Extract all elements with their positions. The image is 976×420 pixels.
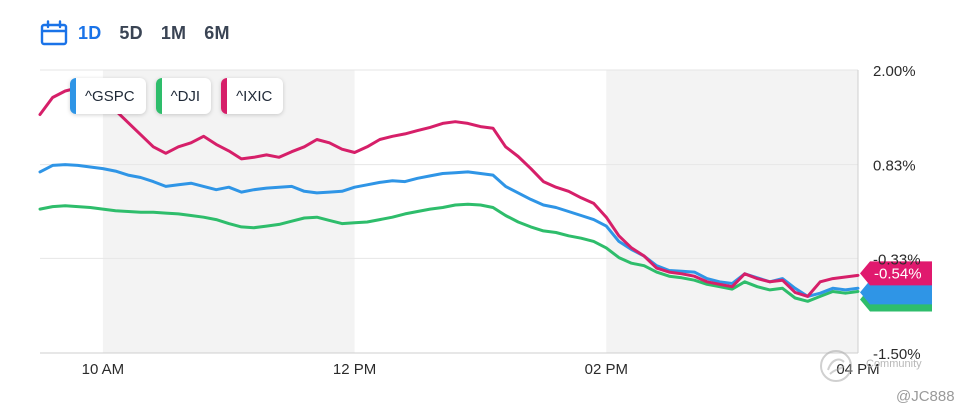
x-tick-label: 04 PM <box>836 361 879 378</box>
legend-item-ixic[interactable]: ^IXIC <box>221 78 284 114</box>
range-button-6m[interactable]: 6M <box>204 22 230 43</box>
last-value-tag-ixic <box>860 261 932 286</box>
legend-label-gspc: ^GSPC <box>85 87 135 105</box>
x-tick-label: 12 PM <box>333 361 376 378</box>
range-button-1m[interactable]: 1M <box>160 22 187 43</box>
legend-label-dji: ^DJI <box>170 87 201 105</box>
series-line-dji[interactable] <box>38 202 860 303</box>
legend-swatch-ixic <box>221 78 228 114</box>
legend-item-dji[interactable]: ^DJI <box>155 78 212 114</box>
legend-swatch-dji <box>155 78 162 114</box>
y-tick-label: 0.83% <box>873 158 916 175</box>
watermark-logo-icon <box>820 350 852 382</box>
calendar-icon[interactable] <box>40 20 68 46</box>
legend-item-gspc[interactable]: ^GSPC <box>70 78 146 114</box>
x-tick-label: 02 PM <box>585 361 628 378</box>
series-line-gspc[interactable] <box>38 163 860 298</box>
range-button-5d[interactable]: 5D <box>119 22 143 43</box>
legend-label-ixic: ^IXIC <box>236 87 273 105</box>
range-toolbar: 1D 5D 1M 6M <box>40 18 248 48</box>
y-tick-label: 2.00% <box>873 63 916 80</box>
last-value-label: -0.54% <box>874 265 922 282</box>
y-tick-label: -1.50% <box>873 346 921 363</box>
x-tick-label: 10 AM <box>82 361 125 378</box>
watermark-handle: @JC888 <box>896 388 955 405</box>
y-tick-label: -0.33% <box>873 251 921 268</box>
legend-swatch-gspc <box>70 78 76 114</box>
series-line-ixic[interactable] <box>38 86 860 298</box>
shaded-band-1 <box>606 70 858 353</box>
watermark-text: Community <box>866 358 922 370</box>
last-value-tag-gspc <box>860 280 932 305</box>
legend: ^GSPC ^DJI ^IXIC <box>70 78 284 114</box>
range-button-1d[interactable]: 1D <box>78 22 102 43</box>
